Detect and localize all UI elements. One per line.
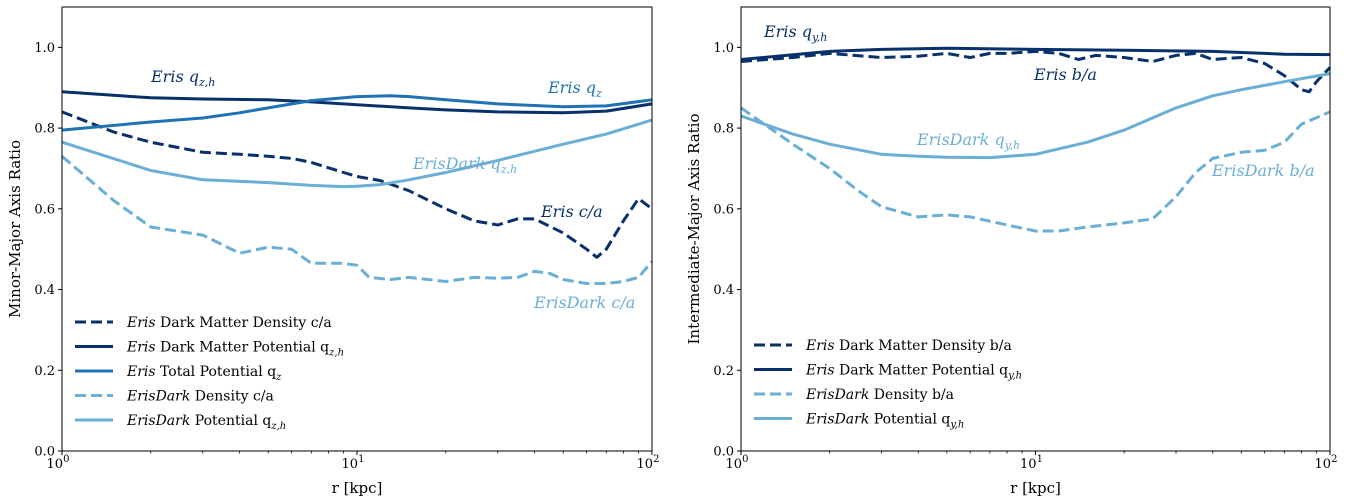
legend-entry: ErisDark Density c/a	[126, 389, 274, 405]
legend-entry: Eris Dark Matter Potential qz,h	[126, 340, 344, 359]
x-tick-label: 102	[637, 454, 660, 472]
y-tick-label: 0.2	[34, 364, 55, 379]
x-tick-label: 102	[1315, 454, 1338, 472]
series-annotation: Eris b/a	[1033, 65, 1097, 84]
series-annotation: ErisDark b/a	[1211, 161, 1315, 180]
series-line-erisdark_pot	[740, 72, 1331, 160]
y-tick-label: 0.6	[713, 202, 734, 217]
legend-entry: Eris Total Potential qz	[126, 364, 282, 383]
series-annotation: Eris qz,h	[150, 67, 215, 89]
y-tick-label: 0.8	[713, 122, 734, 137]
series-line-eris_density	[740, 49, 1332, 94]
y-axis-label: Minor-Major Axis Ratio	[6, 140, 24, 318]
legend-entry: Eris Dark Matter Density c/a	[126, 315, 332, 331]
y-axis-label: Intermediate-Major Axis Ratio	[685, 114, 703, 345]
series-annotation: ErisDark c/a	[533, 293, 635, 312]
series-line-eris_dm_pot	[740, 46, 1331, 61]
series-annotation: Eris qy,h	[763, 22, 827, 44]
legend-entry: Eris Dark Matter Density b/a	[805, 338, 1012, 354]
x-axis-label: r [kpc]	[332, 479, 383, 497]
y-tick-label: 1.0	[34, 41, 55, 56]
x-tick-label: 101	[342, 454, 365, 472]
x-tick-label: 101	[1020, 454, 1043, 472]
y-tick-label: 1.0	[713, 41, 734, 56]
legend-entry: Eris Dark Matter Potential qy,h	[805, 363, 1022, 382]
plot-frame	[61, 6, 653, 452]
legend-entry: ErisDark Potential qz,h	[126, 413, 286, 432]
y-tick-label: 0.6	[34, 202, 55, 217]
x-axis-label: r [kpc]	[1010, 479, 1061, 497]
right-chart-panel: 0.0 0.2 0.4 0.6 0.8 1.0 100 101 102 r [kpc] Interm…	[685, 6, 1338, 497]
series-annotation: Eris c/a	[540, 202, 603, 221]
y-tick-label: 0.4	[713, 283, 734, 298]
series-line-erisdark_pot	[61, 118, 653, 189]
series-line-erisdark_density	[61, 155, 654, 285]
y-tick-label: 0.8	[34, 122, 55, 137]
legend-entry: ErisDark Potential qy,h	[805, 412, 964, 431]
y-tick-label: 0.4	[34, 283, 55, 298]
y-tick-label: 0.0	[34, 445, 55, 460]
series-line-eris_dm_pot	[61, 90, 653, 115]
series-annotation: ErisDark qy,h	[916, 130, 1020, 152]
series-annotation: ErisDark qz,h	[412, 154, 517, 176]
x-tick-label: 100	[726, 454, 749, 472]
y-tick-label: 0.0	[713, 445, 734, 460]
legend-entry: ErisDark Density b/a	[805, 387, 954, 403]
y-tick-label: 0.2	[713, 364, 734, 379]
series-line-eris_total	[61, 94, 653, 132]
left-chart-panel: 0.0 0.2 0.4 0.6 0.8 1.0 100 101 102 r [kpc] Minor-…	[6, 6, 660, 497]
series-line-eris_density	[61, 110, 653, 259]
x-tick-label: 100	[47, 454, 70, 472]
series-annotation: Eris qz	[547, 78, 602, 100]
plot-frame	[740, 6, 1331, 452]
